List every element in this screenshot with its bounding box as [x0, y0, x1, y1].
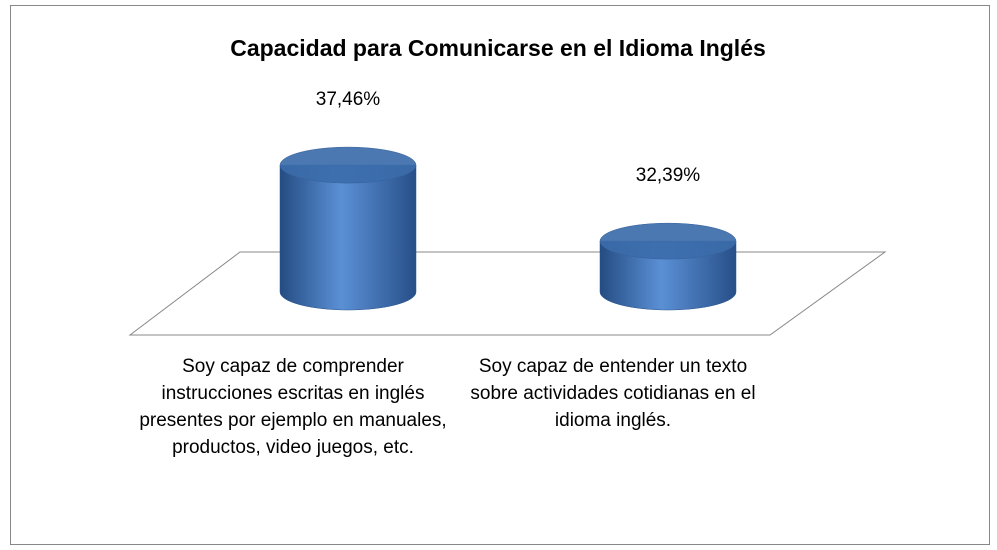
chart-title: Capacidad para Comunicarse en el Idioma …: [230, 35, 766, 61]
bar-top: [279, 146, 417, 184]
category-label: Soy capaz de comprender instrucciones es…: [139, 356, 447, 458]
category-label: Soy capaz de entender un texto sobre act…: [470, 356, 756, 431]
value-label: 32,39%: [636, 165, 701, 186]
bar-top: [599, 222, 737, 260]
bar: [279, 164, 417, 311]
value-label: 37,46%: [316, 89, 381, 110]
chart-border: [10, 5, 990, 545]
bar-top-shade: [600, 223, 736, 260]
bar: [599, 240, 737, 311]
bar-top-shade: [280, 147, 416, 184]
